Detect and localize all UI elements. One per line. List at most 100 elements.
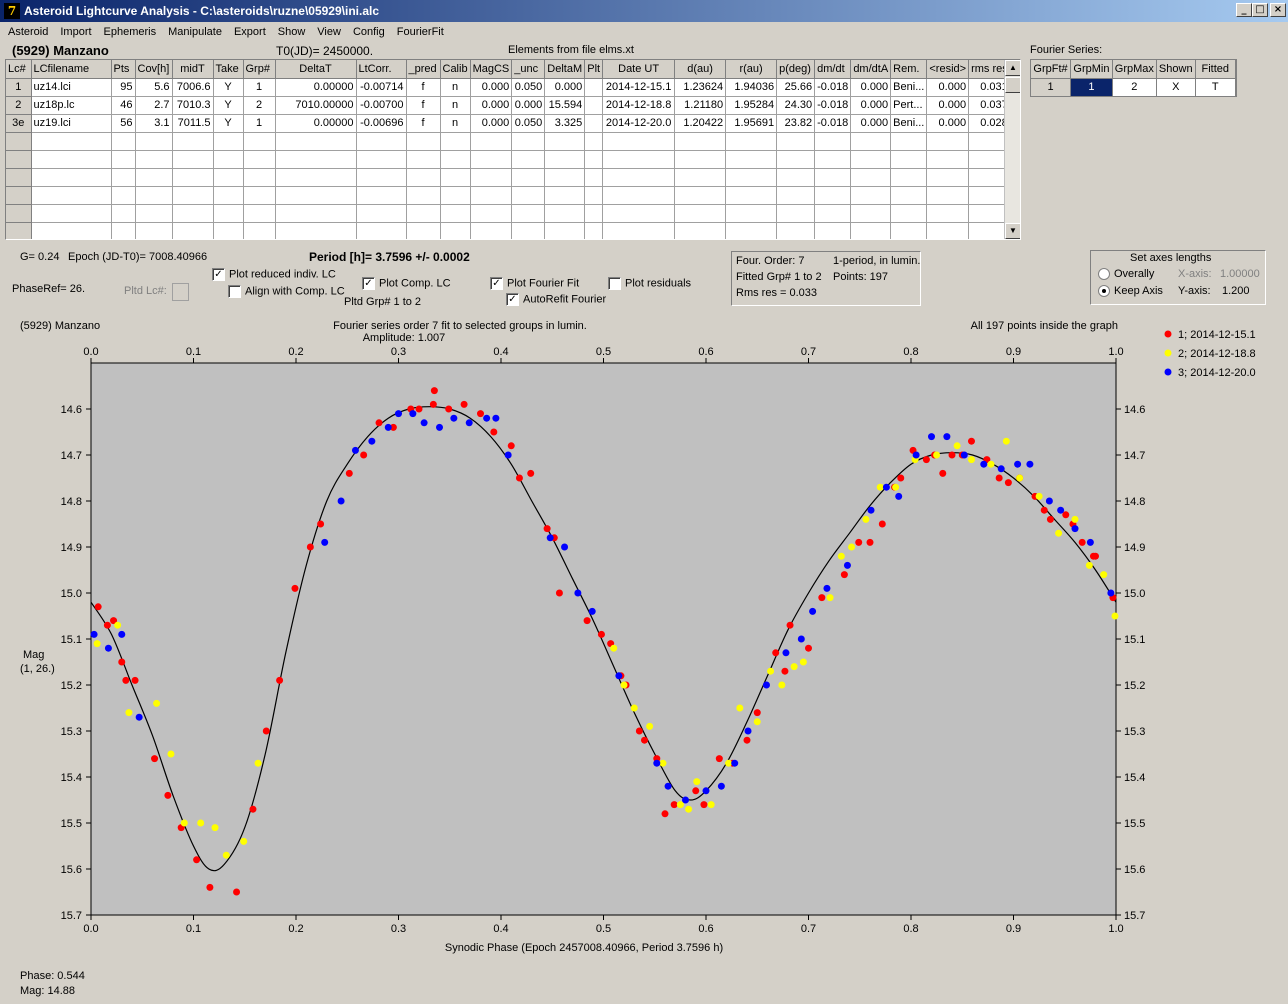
table-cell[interactable]: Y	[213, 78, 244, 97]
table-cell[interactable]	[356, 204, 407, 223]
table-cell[interactable]	[584, 96, 604, 115]
table-cell[interactable]	[584, 132, 604, 151]
col-header[interactable]: GrpMin	[1070, 60, 1113, 79]
table-cell[interactable]: 1	[243, 114, 276, 133]
table-cell[interactable]	[275, 204, 357, 223]
table-cell[interactable]: Beni...	[890, 78, 928, 97]
menu-show[interactable]: Show	[277, 26, 306, 38]
lightcurve-chart[interactable]: 0.0 0.0 0.1 0.1 0.2 0.2 0.3 0.3 0.4 0.4 0.5 0.5 0.6 0…	[18, 312, 1282, 966]
table-cell[interactable]	[31, 186, 112, 205]
table-cell[interactable]	[890, 222, 928, 239]
scroll-up-button[interactable]: ▲	[1005, 60, 1020, 76]
table-cell[interactable]	[602, 204, 676, 223]
table-cell[interactable]: 24.30	[776, 96, 816, 115]
table-row[interactable]	[6, 150, 1011, 169]
table-cell[interactable]	[172, 222, 214, 239]
table-cell[interactable]	[406, 168, 441, 187]
table-cell[interactable]: 23.82	[776, 114, 816, 133]
table-cell[interactable]	[725, 168, 778, 187]
menu-asteroid[interactable]: Asteroid	[8, 26, 49, 38]
table-cell[interactable]	[470, 132, 513, 151]
col-header[interactable]: GrpMax	[1112, 60, 1157, 79]
table-cell[interactable]	[275, 150, 357, 169]
table-row[interactable]	[6, 132, 1011, 151]
table-cell[interactable]	[725, 132, 778, 151]
pltd-lc-spinner[interactable]	[172, 283, 189, 301]
table-cell[interactable]	[135, 168, 173, 187]
table-cell[interactable]	[31, 150, 112, 169]
table-cell[interactable]	[440, 186, 471, 205]
table-cell[interactable]	[213, 204, 244, 223]
table-cell[interactable]	[511, 132, 546, 151]
table-row[interactable]: 1 uz14.lci 95 5.6 7006.6 Y 1 0.00000 -0.00714 f n 0…	[6, 78, 1011, 97]
table-cell[interactable]	[406, 204, 441, 223]
table-cell[interactable]	[776, 168, 816, 187]
table-cell[interactable]	[584, 222, 604, 239]
row-header[interactable]: 2	[6, 96, 32, 115]
menu-manipulate[interactable]: Manipulate	[168, 26, 222, 38]
table-cell[interactable]	[725, 204, 778, 223]
table-cell[interactable]	[356, 186, 407, 205]
table-cell[interactable]	[776, 186, 816, 205]
table-row[interactable]	[6, 204, 1011, 223]
maximize-button[interactable]: □	[1252, 3, 1268, 17]
table-cell[interactable]	[584, 186, 604, 205]
table-cell[interactable]	[926, 186, 970, 205]
table-cell[interactable]	[406, 222, 441, 239]
table-cell[interactable]	[926, 150, 970, 169]
table-cell[interactable]: 0.00000	[275, 78, 357, 97]
col-header[interactable]: Take	[213, 60, 244, 79]
fourier-cell[interactable]: X	[1156, 78, 1196, 97]
plot-comp-checkbox[interactable]: ✓ Plot Comp. LC	[362, 277, 451, 290]
table-row[interactable]: 2 uz18p.lc 46 2.7 7010.3 Y 2 7010.00000 -0.00700…	[6, 96, 1011, 115]
table-cell[interactable]: Pert...	[890, 96, 928, 115]
table-cell[interactable]: 0.00000	[275, 114, 357, 133]
table-cell[interactable]	[544, 222, 586, 239]
row-header[interactable]	[6, 150, 32, 169]
row-header[interactable]	[6, 204, 32, 223]
col-header[interactable]: Cov[h]	[135, 60, 173, 79]
table-cell[interactable]: 0.000	[926, 78, 970, 97]
table-cell[interactable]	[602, 132, 676, 151]
table-cell[interactable]: n	[440, 78, 471, 97]
table-cell[interactable]	[674, 186, 727, 205]
table-cell[interactable]: 1.95284	[725, 96, 778, 115]
table-cell[interactable]: 7010.3	[172, 96, 214, 115]
table-cell[interactable]: uz14.lci	[31, 78, 112, 97]
table-cell[interactable]	[544, 186, 586, 205]
col-header[interactable]: _pred	[406, 60, 441, 79]
table-cell[interactable]: 1.20422	[674, 114, 727, 133]
table-cell[interactable]	[406, 186, 441, 205]
table-cell[interactable]	[111, 204, 136, 223]
table-cell[interactable]	[111, 186, 136, 205]
plot-fourier-checkbox[interactable]: ✓ Plot Fourier Fit	[490, 277, 579, 290]
table-cell[interactable]	[213, 132, 244, 151]
table-cell[interactable]: Y	[213, 114, 244, 133]
table-cell[interactable]	[111, 150, 136, 169]
table-cell[interactable]	[850, 222, 892, 239]
table-cell[interactable]	[890, 168, 928, 187]
col-header[interactable]: p(deg)	[776, 60, 816, 79]
table-cell[interactable]	[584, 114, 604, 133]
table-cell[interactable]	[850, 150, 892, 169]
table-cell[interactable]: 3.325	[544, 114, 586, 133]
table-cell[interactable]: 56	[111, 114, 136, 133]
table-cell[interactable]: 7006.6	[172, 78, 214, 97]
table-cell[interactable]	[440, 204, 471, 223]
table-row[interactable]	[6, 168, 1011, 187]
table-cell[interactable]	[243, 204, 276, 223]
table-cell[interactable]	[814, 168, 852, 187]
table-cell[interactable]	[511, 168, 546, 187]
table-cell[interactable]	[814, 132, 852, 151]
table-cell[interactable]	[31, 132, 112, 151]
table-cell[interactable]	[31, 168, 112, 187]
row-header[interactable]	[6, 132, 32, 151]
table-cell[interactable]	[172, 168, 214, 187]
table-cell[interactable]	[725, 186, 778, 205]
table-cell[interactable]: Y	[213, 96, 244, 115]
table-cell[interactable]: 2014-12-18.8	[602, 96, 676, 115]
table-cell[interactable]	[275, 132, 357, 151]
table-cell[interactable]: n	[440, 96, 471, 115]
table-cell[interactable]	[890, 150, 928, 169]
table-cell[interactable]	[776, 150, 816, 169]
